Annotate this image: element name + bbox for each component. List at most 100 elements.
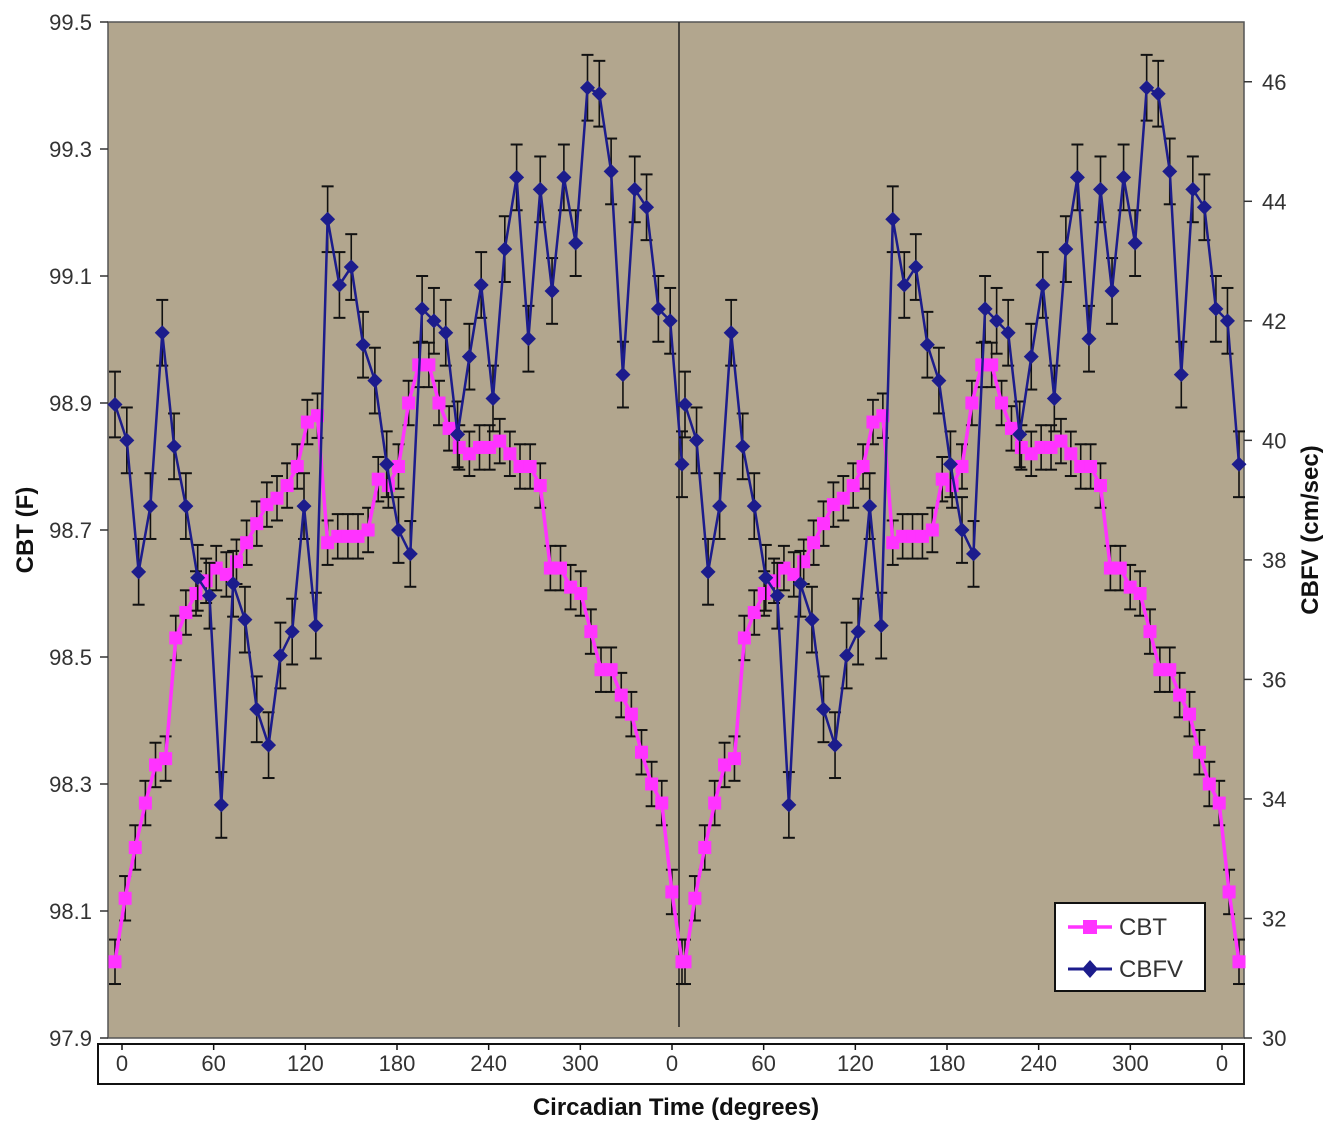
data-point <box>272 648 288 664</box>
x-tick-label: 120 <box>287 1051 324 1076</box>
left-tick-label: 98.9 <box>49 391 92 416</box>
data-point <box>131 564 147 580</box>
data-point <box>935 472 949 486</box>
right-axis-title: CBFV (cm/sec) <box>1297 445 1324 614</box>
data-point <box>1035 277 1051 293</box>
data-point <box>614 688 628 702</box>
data-point <box>179 606 193 620</box>
data-point <box>493 434 507 448</box>
data-point <box>885 211 901 227</box>
right-tick-label: 46 <box>1262 70 1286 95</box>
data-point <box>966 546 982 562</box>
data-point <box>1231 456 1247 472</box>
data-point <box>371 472 385 486</box>
left-tick-label: 99.3 <box>49 137 92 162</box>
series-cbfv-period-1 <box>107 53 690 839</box>
left-tick-label: 98.3 <box>49 772 92 797</box>
x-axis-box <box>97 1043 1245 1085</box>
left-tick-label: 98.7 <box>49 518 92 543</box>
data-point <box>723 325 739 341</box>
x-tick-label: 60 <box>751 1051 775 1076</box>
data-point <box>797 555 811 569</box>
data-point <box>896 277 912 293</box>
data-point <box>485 391 501 407</box>
data-point <box>908 259 924 275</box>
data-point <box>544 283 560 299</box>
data-point <box>237 612 253 628</box>
data-point <box>1173 688 1187 702</box>
data-point <box>603 163 619 179</box>
data-point <box>355 337 371 353</box>
data-point <box>402 546 418 562</box>
data-point <box>556 169 572 185</box>
data-point <box>856 460 870 473</box>
x-axis-ticks: 0 60 120 180 240 300 0 60 120 180 240 300 0 <box>116 1044 1228 1076</box>
data-point <box>1185 181 1201 197</box>
data-point <box>1084 460 1098 473</box>
data-point <box>202 588 217 604</box>
data-point <box>942 456 958 472</box>
data-point <box>331 277 347 293</box>
data-point <box>568 235 584 251</box>
data-point <box>520 331 536 347</box>
data-point <box>650 301 666 317</box>
right-tick-label: 36 <box>1262 667 1286 692</box>
data-point <box>985 358 999 372</box>
x-tick-label: 180 <box>379 1051 416 1076</box>
data-point <box>1058 241 1074 257</box>
data-point <box>931 373 947 389</box>
data-point <box>662 313 678 329</box>
x-tick-label: 60 <box>201 1051 225 1076</box>
data-point <box>320 211 336 227</box>
data-point <box>381 479 395 493</box>
data-point <box>367 373 383 389</box>
x-tick-label: 0 <box>666 1051 678 1076</box>
data-point <box>392 460 405 473</box>
data-point <box>473 440 486 454</box>
right-tick-label: 32 <box>1262 906 1286 931</box>
data-point <box>1133 587 1147 600</box>
data-point <box>554 561 567 575</box>
data-point <box>461 349 477 365</box>
data-point <box>321 536 335 550</box>
data-point <box>594 663 608 677</box>
data-point <box>839 648 855 664</box>
data-point <box>1023 349 1039 365</box>
data-point <box>543 561 557 575</box>
data-point <box>300 415 314 429</box>
data-point <box>955 460 969 473</box>
data-point <box>1104 283 1120 299</box>
data-point <box>627 181 643 197</box>
legend-cbt-marker <box>1083 920 1097 934</box>
data-point <box>138 796 152 810</box>
data-point <box>1004 421 1018 435</box>
data-point <box>1014 440 1028 454</box>
data-point <box>1127 235 1143 251</box>
data-point <box>1103 561 1117 575</box>
data-point <box>1074 460 1088 473</box>
series-layer <box>107 53 1247 986</box>
data-point <box>977 301 993 317</box>
data-point <box>873 618 889 634</box>
data-point <box>906 529 920 543</box>
data-point <box>688 891 702 905</box>
data-point <box>915 529 929 543</box>
data-point <box>708 796 722 810</box>
data-point <box>827 737 843 753</box>
right-axis-ticks: 30 32 34 36 38 40 42 44 46 <box>1244 70 1286 1051</box>
data-point <box>1000 325 1016 341</box>
left-tick-label: 98.1 <box>49 899 92 924</box>
legend: CBT CBFV <box>1054 902 1206 992</box>
data-point <box>769 588 785 604</box>
data-point <box>119 432 135 448</box>
data-point <box>108 955 122 969</box>
data-point <box>1064 447 1078 461</box>
data-point <box>678 955 692 969</box>
x-tick-label: 300 <box>1112 1051 1149 1076</box>
data-point <box>757 587 771 600</box>
data-point <box>128 841 142 854</box>
data-point <box>604 663 618 677</box>
data-point <box>308 618 324 634</box>
legend-cbfv-marker <box>1082 960 1098 978</box>
data-point <box>533 479 547 493</box>
